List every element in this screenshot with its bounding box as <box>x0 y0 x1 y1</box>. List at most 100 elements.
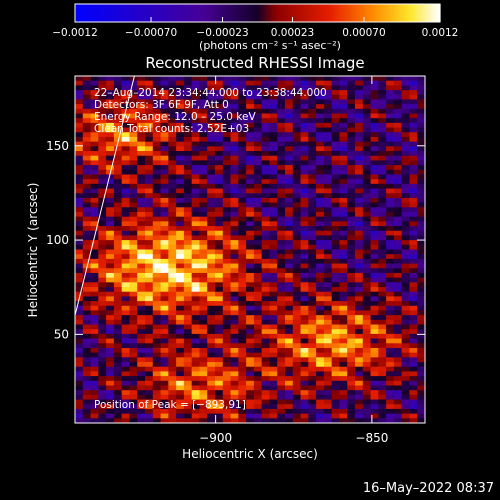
heatmap-cell <box>261 94 270 100</box>
heatmap-cell <box>222 376 231 382</box>
heatmap-cell <box>308 132 317 138</box>
heatmap-cell <box>393 240 403 246</box>
heatmap-cell <box>277 193 286 199</box>
heatmap-cell <box>355 418 364 424</box>
heatmap-cell <box>137 226 146 232</box>
heatmap-cell <box>316 249 325 255</box>
heatmap-cell <box>277 310 286 316</box>
heatmap-cell <box>370 197 379 204</box>
heatmap-cell <box>347 291 356 297</box>
heatmap-cell <box>261 136 270 143</box>
heatmap-cell <box>82 352 91 358</box>
heatmap-cell <box>253 90 263 96</box>
heatmap-cell <box>129 174 138 180</box>
heatmap-cell <box>160 371 169 377</box>
heatmap-cell <box>339 90 348 96</box>
heatmap-cell <box>176 99 185 105</box>
heatmap-cell <box>401 418 410 424</box>
colorbar-cell <box>117 4 121 22</box>
heatmap-cell <box>355 399 364 405</box>
heatmap-cell <box>308 99 317 105</box>
heatmap-cell <box>222 371 231 377</box>
heatmap-cell <box>246 207 255 213</box>
heatmap-cell <box>253 385 263 391</box>
heatmap-cell <box>300 108 309 114</box>
heatmap-cell <box>183 221 193 227</box>
heatmap-cell <box>292 183 301 189</box>
heatmap-cell <box>285 394 294 400</box>
heatmap-cell <box>191 244 200 250</box>
heatmap-cell <box>168 329 177 335</box>
heatmap-cell <box>82 301 91 307</box>
heatmap-cell <box>215 287 224 293</box>
heatmap-cell <box>370 136 379 143</box>
heatmap-cell <box>339 104 348 110</box>
heatmap-cell <box>121 390 130 396</box>
heatmap-cell <box>183 235 193 241</box>
heatmap-cell <box>370 113 379 119</box>
heatmap-cell <box>152 352 161 358</box>
heatmap-cell <box>160 394 169 400</box>
heatmap-cell <box>191 127 200 133</box>
heatmap-cell <box>168 258 177 264</box>
heatmap-cell <box>401 315 410 321</box>
heatmap-cell <box>269 230 278 236</box>
heatmap-cell <box>355 263 364 269</box>
heatmap-cell <box>222 202 231 208</box>
heatmap-cell <box>339 324 348 330</box>
heatmap-cell <box>113 263 123 269</box>
heatmap-cell <box>191 399 200 405</box>
heatmap-cell <box>331 268 340 274</box>
heatmap-cell <box>323 179 333 185</box>
heatmap-cell <box>409 329 418 335</box>
heatmap-cell <box>160 122 169 128</box>
heatmap-cell <box>160 85 169 91</box>
heatmap-cell <box>261 362 270 368</box>
heatmap-cell <box>401 85 410 91</box>
heatmap-cell <box>160 249 169 255</box>
heatmap-cell <box>316 366 325 372</box>
heatmap-cell <box>386 333 395 339</box>
heatmap-cell <box>75 244 84 250</box>
heatmap-cell <box>183 132 193 138</box>
heatmap-cell <box>386 76 395 82</box>
heatmap-cell <box>386 193 395 199</box>
heatmap-cell <box>98 380 107 386</box>
heatmap-cell <box>401 347 410 354</box>
heatmap-cell <box>409 113 418 119</box>
colorbar-cell <box>365 4 369 22</box>
heatmap-cell <box>238 226 247 232</box>
heatmap-cell <box>207 113 216 119</box>
colorbar-cell <box>215 4 219 22</box>
heatmap-cell <box>370 188 379 194</box>
heatmap-cell <box>277 235 286 241</box>
heatmap-cell <box>339 408 348 415</box>
heatmap-cell <box>386 282 395 288</box>
heatmap-cell <box>106 399 115 405</box>
heatmap-cell <box>347 413 356 419</box>
heatmap-cell <box>191 165 200 171</box>
heatmap-cell <box>386 85 395 91</box>
heatmap-cell <box>152 99 161 105</box>
heatmap-cell <box>176 319 185 325</box>
heatmap-cell <box>238 99 247 105</box>
heatmap-cell <box>183 310 193 316</box>
heatmap-cell <box>246 315 255 321</box>
heatmap-cell <box>129 132 138 138</box>
heatmap-cell <box>98 174 107 180</box>
heatmap-cell <box>362 408 371 415</box>
heatmap-cell <box>300 122 309 128</box>
heatmap-cell <box>292 296 301 302</box>
heatmap-cell <box>308 385 317 391</box>
heatmap-cell <box>323 352 333 358</box>
heatmap-cell <box>285 216 294 222</box>
heatmap-cell <box>308 329 317 335</box>
heatmap-cell <box>292 94 301 100</box>
heatmap-cell <box>129 263 138 269</box>
heatmap-cell <box>362 165 371 171</box>
heatmap-cell <box>129 305 138 311</box>
colorbar-cell <box>210 4 214 22</box>
heatmap-cell <box>355 122 364 128</box>
heatmap-cell <box>90 240 99 246</box>
heatmap-cell <box>168 404 177 410</box>
